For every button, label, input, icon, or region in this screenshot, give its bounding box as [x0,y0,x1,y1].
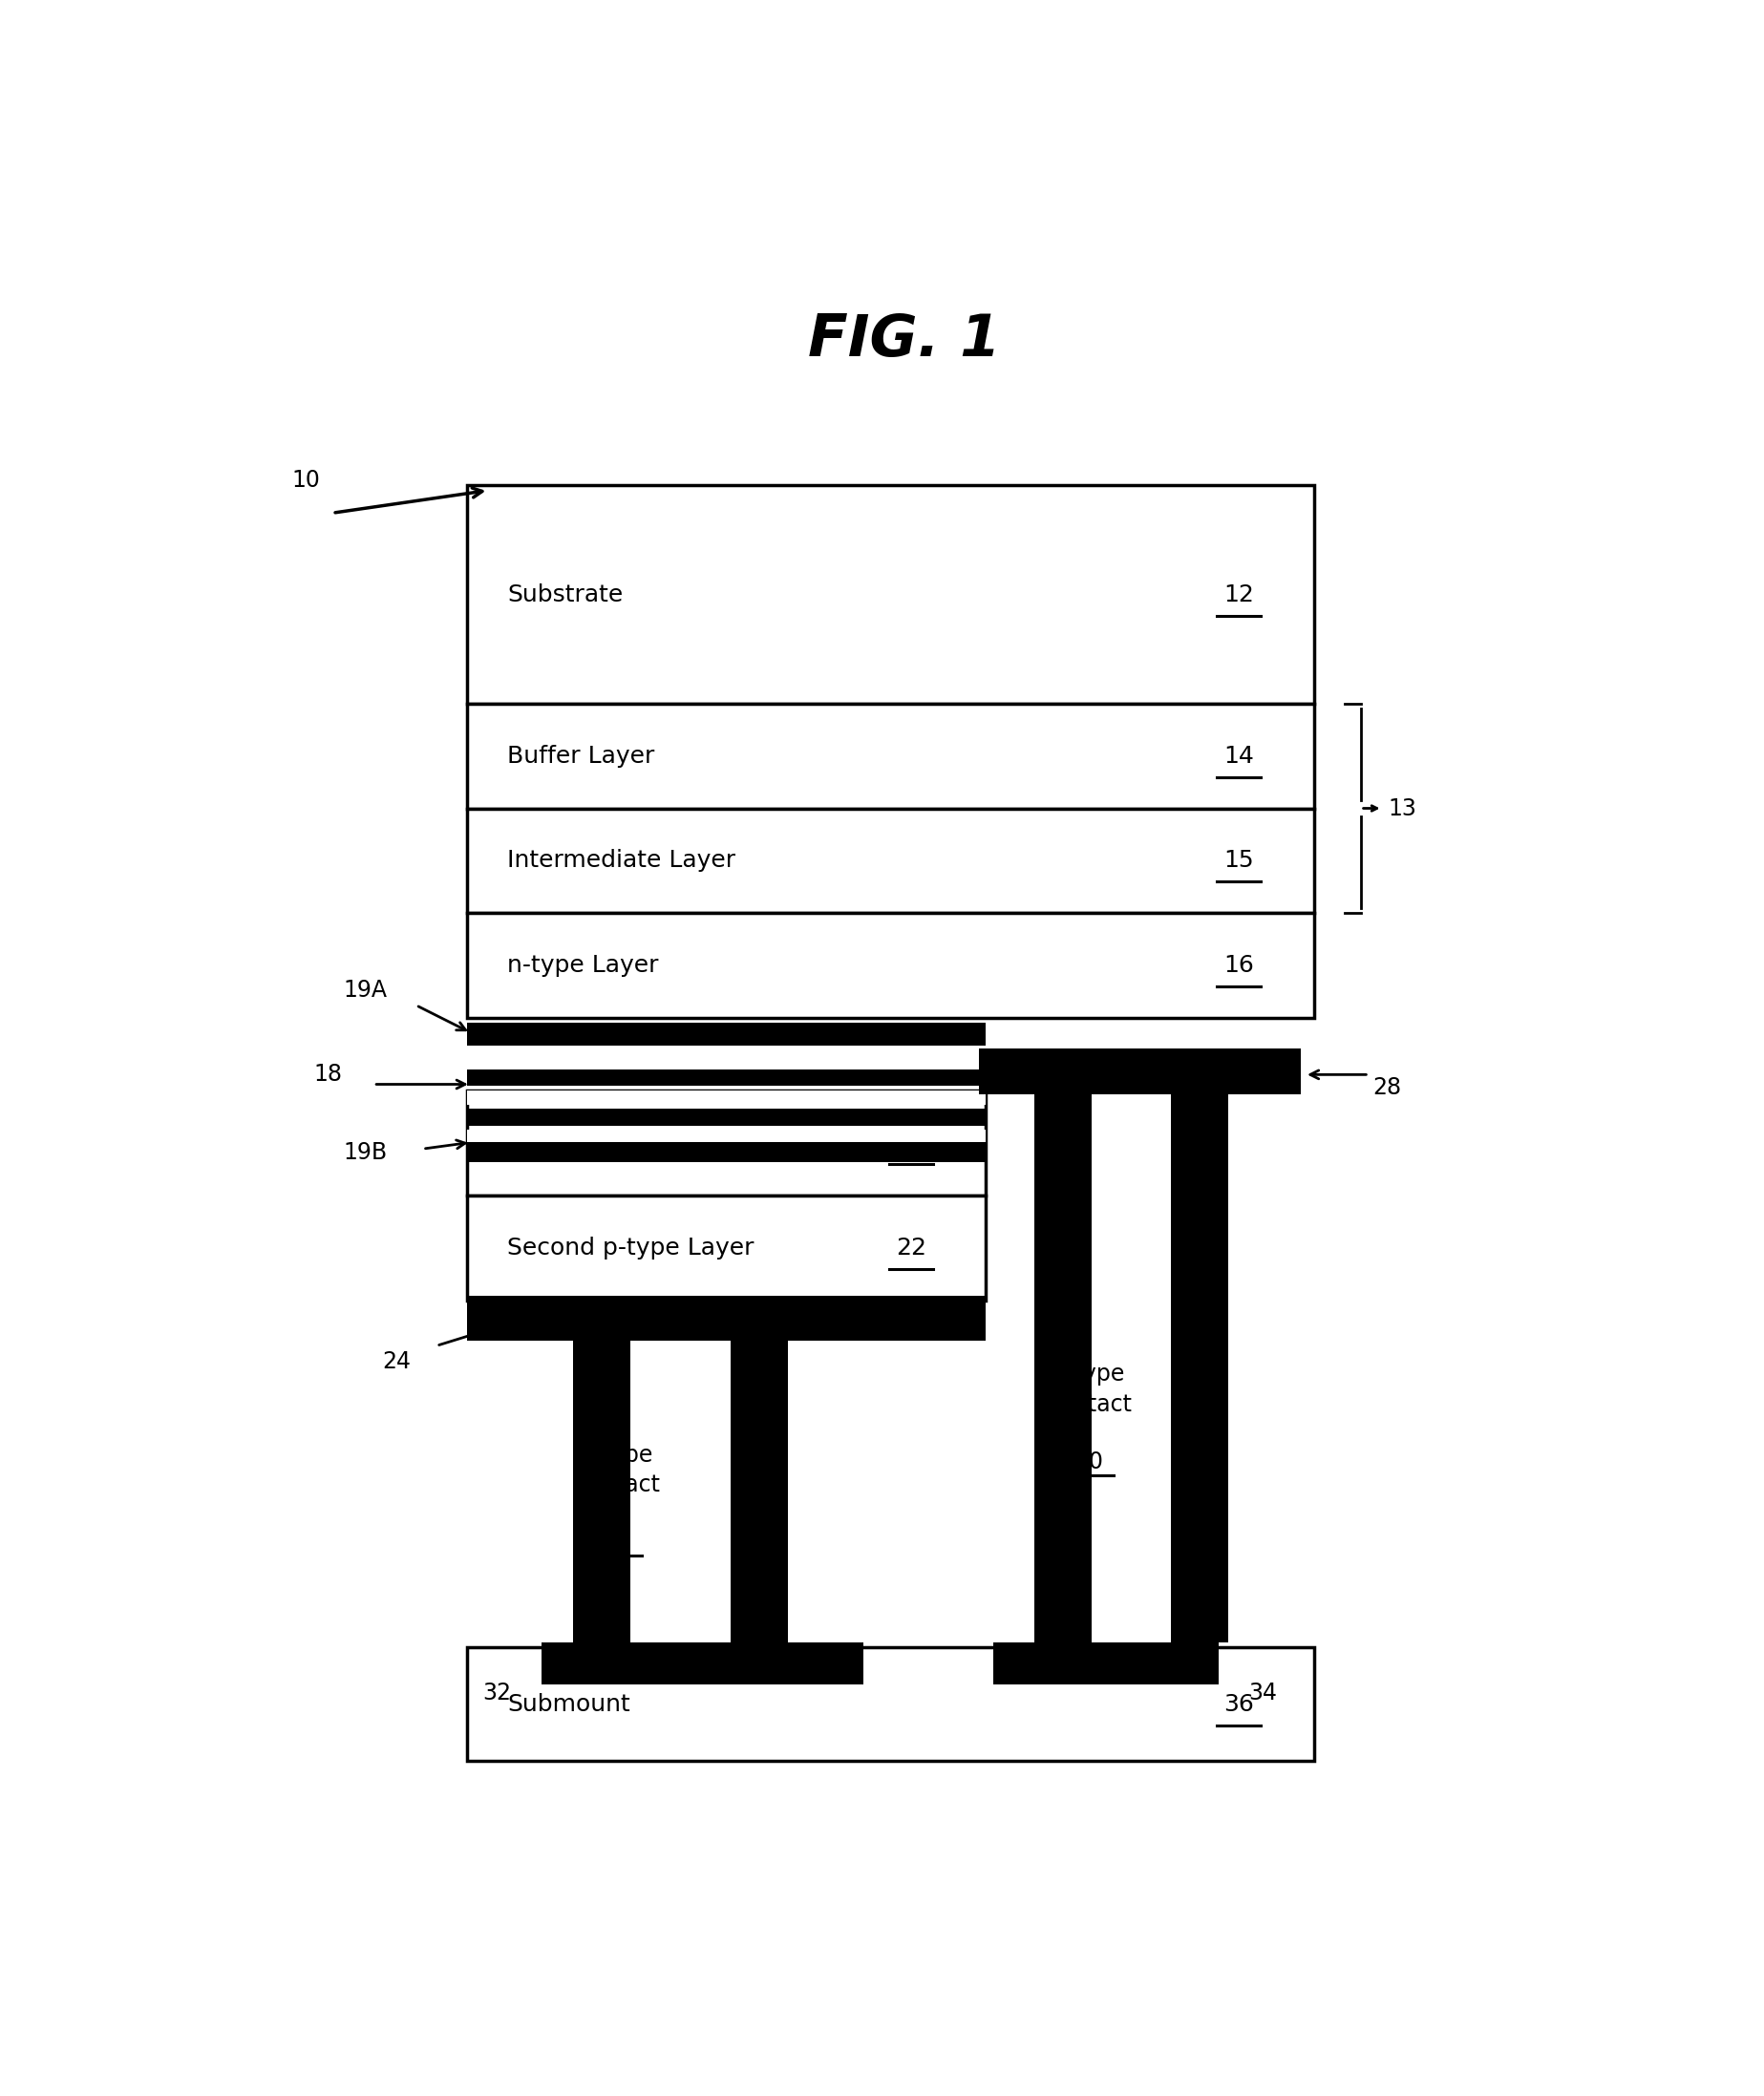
Text: Substrate: Substrate [508,583,623,606]
Text: Intermediate Layer: Intermediate Layer [508,849,736,872]
Text: Buffer Layer: Buffer Layer [508,744,654,767]
Bar [466,1052,986,1065]
Text: 15: 15 [1224,849,1254,872]
Bar [466,1090,986,1195]
Text: FIG. 1: FIG. 1 [808,312,1000,369]
Bar [466,1090,986,1105]
Text: 10: 10 [291,470,319,493]
Text: First p-type Layer: First p-type Layer [508,1132,718,1155]
Bar [466,486,1314,704]
Text: 16: 16 [1224,954,1254,977]
Bar [466,1130,986,1144]
Text: Second p-type Layer: Second p-type Layer [508,1237,755,1260]
Bar [979,1048,1300,1094]
Bar [730,1339,789,1643]
Bar [466,1142,986,1161]
Bar [1171,1090,1228,1643]
Text: 24: 24 [381,1350,411,1373]
Text: 14: 14 [1224,744,1254,767]
Bar [1034,1090,1092,1643]
Text: 28: 28 [1372,1075,1402,1098]
Bar [466,1069,986,1086]
Bar [466,1647,1314,1761]
Bar [466,1195,986,1300]
Bar [466,914,1314,1019]
Text: 20: 20 [896,1132,926,1155]
Text: 13: 13 [1388,796,1416,820]
Text: 26: 26 [603,1532,632,1553]
Text: 30: 30 [1074,1450,1102,1473]
Bar [466,809,1314,914]
Bar [466,1109,986,1126]
Text: 34: 34 [1249,1681,1277,1704]
Bar [573,1339,632,1643]
Text: 19A: 19A [344,979,388,1002]
Text: Submount: Submount [508,1694,630,1715]
Bar [466,1295,986,1341]
Text: n-type
Contact: n-type Contact [1044,1362,1132,1417]
Text: p-type
Contact: p-type Contact [573,1444,662,1497]
Bar [542,1643,863,1685]
Text: 12: 12 [1224,583,1254,606]
Bar [466,1023,986,1046]
Bar [993,1643,1219,1685]
Bar [466,704,1314,809]
Text: 18: 18 [314,1063,342,1086]
Text: n-type Layer: n-type Layer [508,954,660,977]
Text: 22: 22 [896,1237,926,1260]
Text: 32: 32 [483,1681,512,1704]
Text: 36: 36 [1224,1694,1254,1715]
Text: 19B: 19B [344,1140,388,1163]
